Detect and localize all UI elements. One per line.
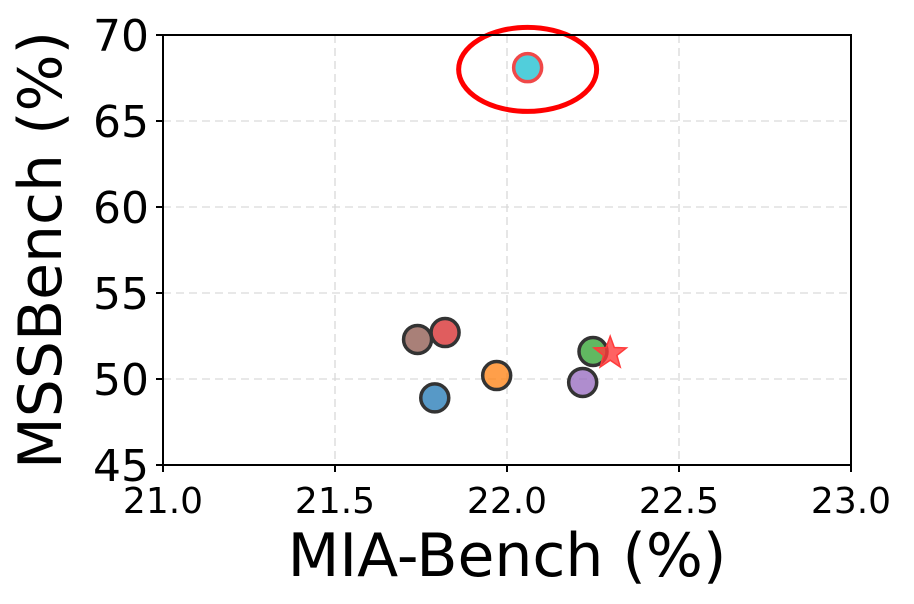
star-point [591, 333, 629, 369]
scatter-point [429, 316, 461, 349]
y-tick-label: 60 [93, 183, 149, 234]
y-tick-label: 55 [93, 269, 149, 320]
y-tick-label: 70 [93, 11, 149, 62]
x-tick-label: 21.5 [295, 481, 375, 522]
x-axis-label: MIA-Bench (%) [288, 521, 727, 591]
scatter-point [511, 51, 544, 84]
x-tick-label: 23.0 [811, 481, 891, 522]
scatter-point [401, 323, 434, 356]
y-axis-label: MSSBench (%) [6, 31, 76, 469]
x-tick-label: 22.5 [639, 481, 719, 522]
x-tick-label: 21.0 [123, 481, 203, 522]
scatter-point [566, 366, 599, 399]
y-tick-label: 50 [93, 355, 149, 406]
scatter-point [480, 359, 513, 392]
highlight-ellipse-group [456, 24, 600, 114]
data-points [401, 51, 629, 414]
x-tick-label: 22.0 [467, 481, 547, 522]
grid-lines [162, 34, 852, 466]
tick-labels: 21.0 21.5 22.0 22.5 23.0 45 50 55 60 65 70 [93, 11, 891, 522]
scatter-point [419, 382, 451, 414]
y-tick-label: 65 [93, 97, 149, 148]
highlight-ellipse [456, 24, 600, 114]
y-tick-label: 45 [93, 441, 149, 492]
